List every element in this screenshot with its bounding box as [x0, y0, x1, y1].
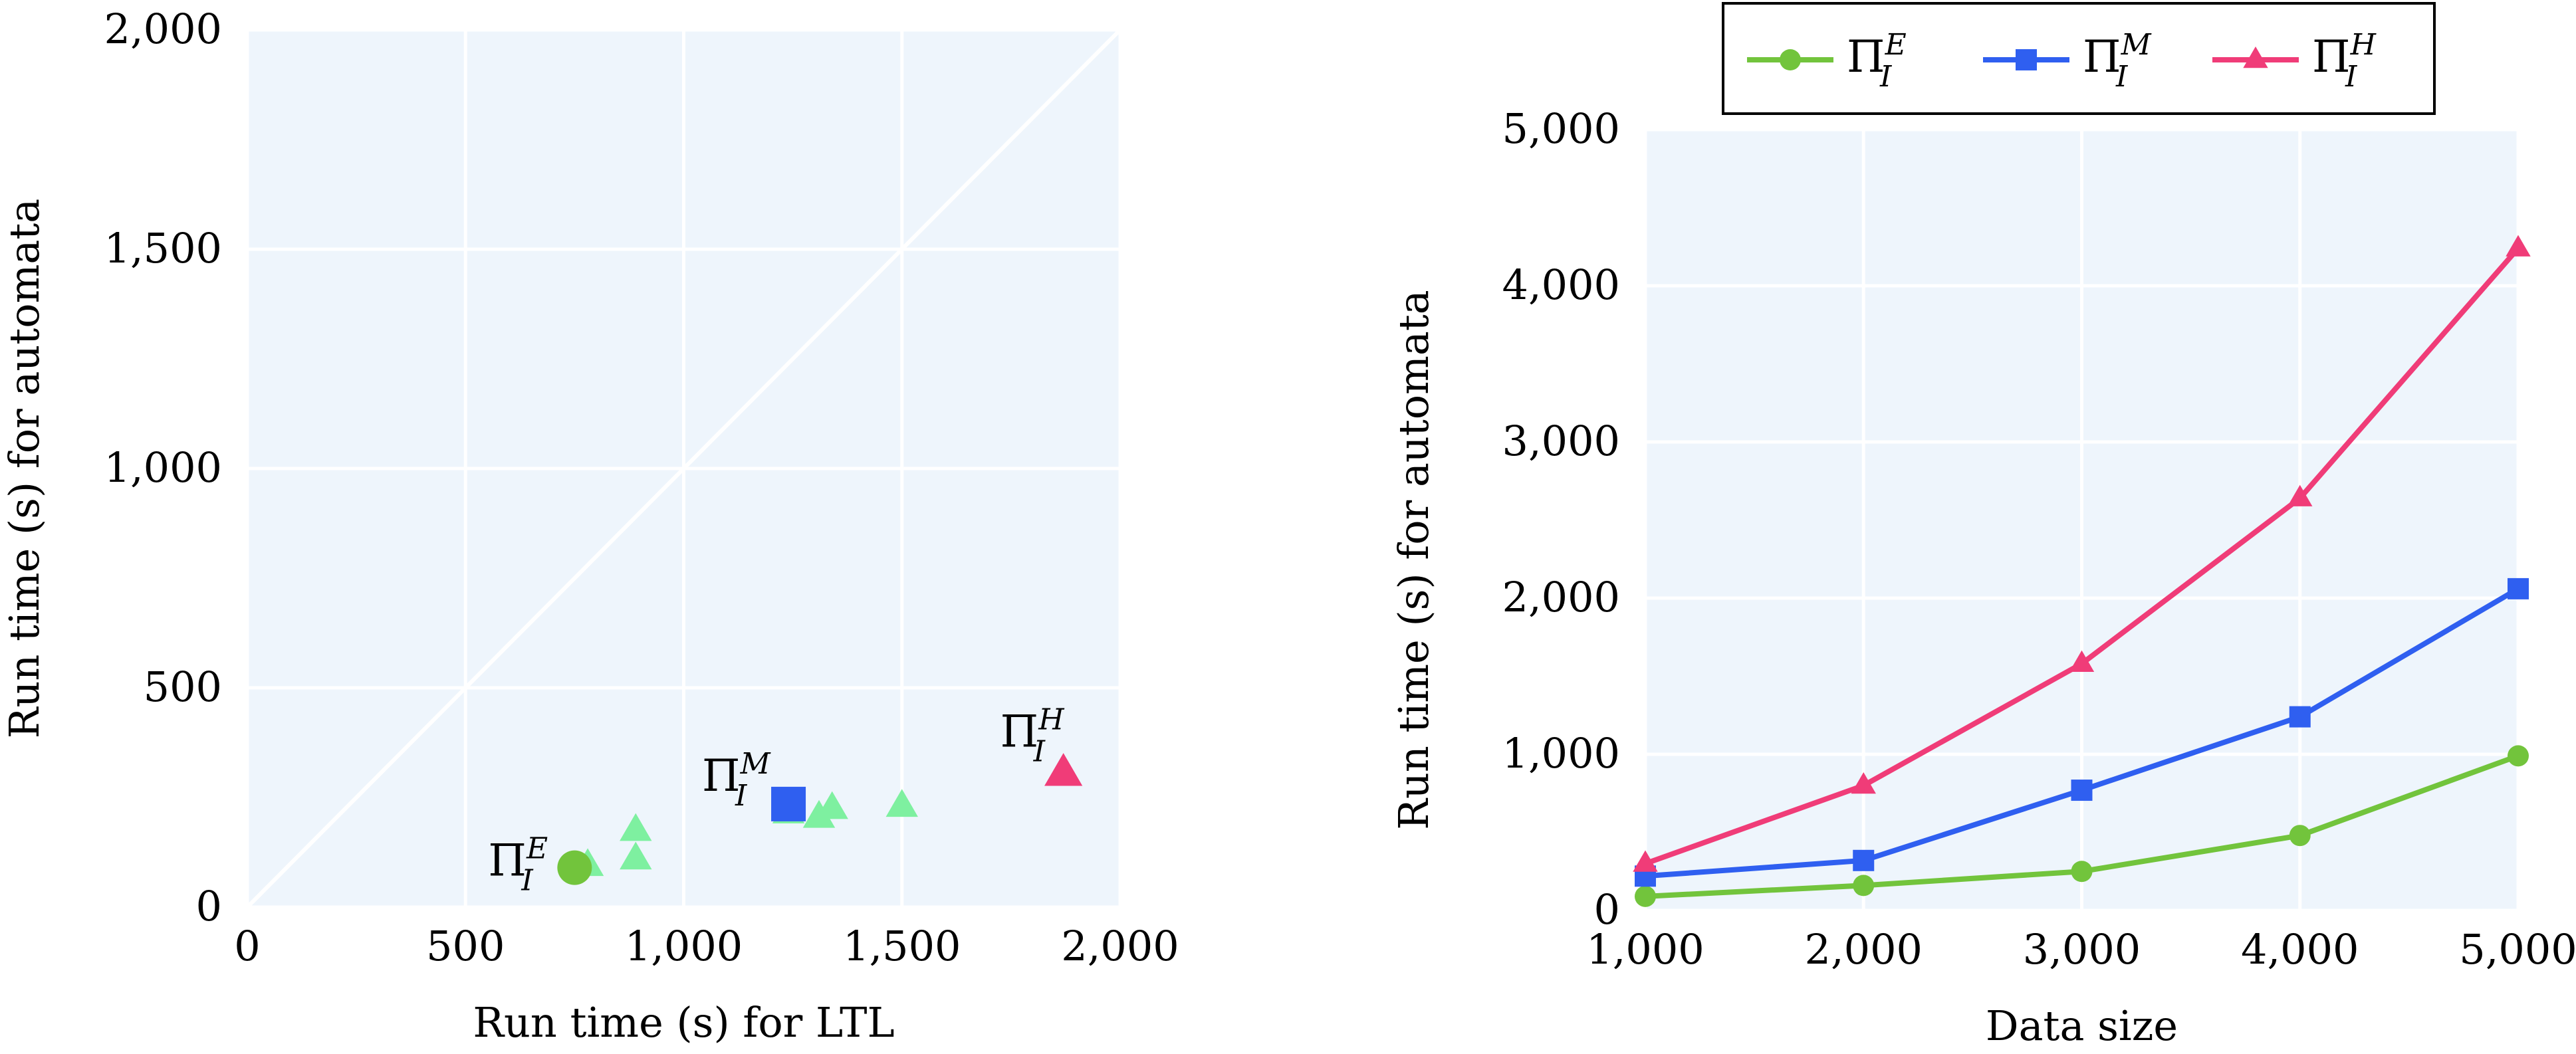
left-highlight-point-m: [771, 786, 806, 821]
left-y-axis-label: Run time (s) for automata: [0, 199, 49, 738]
series-point-e: [2508, 745, 2529, 767]
right-x-ticks: 1,000 2,000 3,000 4,000 5,000: [1586, 925, 2576, 974]
series-point-h: [1633, 850, 1658, 872]
right-legend: ΠE I ΠM I ΠH I: [1722, 2, 2436, 115]
legend-label-h: ΠH I: [2312, 28, 2377, 94]
right-series: [1633, 235, 2531, 907]
left-x-tick-label: 500: [426, 922, 505, 970]
left-scatter-chart: 0 500 1,000 1,500 2,000 05001,0001,5002,000 …: [0, 5, 1179, 1047]
legend-label-m: ΠM I: [2083, 28, 2152, 94]
right-x-tick-label: 3,000: [2023, 925, 2141, 974]
legend-marker-h: [2243, 46, 2268, 68]
series-point-m: [1853, 849, 1875, 871]
left-point-label-m: ΠM I: [702, 747, 771, 813]
left-x-tick-label: 1,000: [625, 922, 743, 970]
left-x-tick-label: 0: [234, 922, 260, 970]
right-y-tick-label: 0: [1594, 885, 1620, 934]
right-x-tick-label: 5,000: [2459, 925, 2576, 974]
left-y-tick-label: 1,500: [104, 224, 223, 272]
left-points: [557, 753, 1083, 885]
right-y-tick-label: 4,000: [1502, 261, 1621, 309]
series-point-h: [2069, 650, 2095, 672]
left-data-point: [620, 813, 652, 841]
left-data-point: [885, 789, 918, 817]
left-data-point: [816, 791, 848, 819]
left-y-ticks: 0 500 1,000 1,500 2,000: [104, 5, 223, 930]
left-point-label-e: ΠE I: [488, 832, 548, 898]
series-point-m: [2289, 706, 2311, 728]
right-y-tick-label: 2,000: [1502, 573, 1621, 621]
left-annotations: ΠE I ΠM I ΠH I: [488, 703, 1065, 898]
series-point-e: [2071, 861, 2093, 883]
legend-marker-m: [2016, 49, 2037, 70]
right-y-tick-label: 5,000: [1502, 104, 1621, 153]
series-point-m: [2508, 578, 2529, 599]
left-y-tick-label: 2,000: [104, 5, 223, 53]
left-data-point: [620, 841, 652, 870]
series-point-e: [1635, 885, 1656, 907]
right-x-tick-label: 4,000: [2241, 925, 2359, 974]
legend-marker-e: [1780, 49, 1801, 70]
series-point-e: [1853, 875, 1875, 896]
series-point-h: [1851, 772, 1876, 794]
left-x-tick-label: 1,500: [843, 922, 961, 970]
left-highlight-point-e: [557, 850, 592, 885]
series-point-h: [2506, 235, 2531, 257]
right-grid: [1643, 128, 2520, 912]
left-y-tick-label: 1,000: [104, 443, 223, 492]
left-x-tick-label: 2,000: [1061, 922, 1179, 970]
series-point-m: [2071, 780, 2093, 801]
right-y-ticks: 0 1,000 2,000 3,000 4,000 5,000: [1502, 104, 1621, 934]
right-y-axis-label: Run time (s) for automata: [1389, 290, 1438, 829]
right-x-tick-label: 2,000: [1805, 925, 1923, 974]
left-x-axis-label: Run time (s) for LTL: [473, 998, 894, 1047]
left-y-tick-label: 500: [144, 663, 222, 711]
left-point-label-h: ΠH I: [1000, 703, 1066, 769]
right-y-tick-label: 1,000: [1502, 729, 1621, 778]
series-point-h: [2287, 484, 2313, 506]
right-x-tick-label: 1,000: [1586, 925, 1704, 974]
left-y-tick-label: 0: [196, 882, 222, 930]
right-x-axis-label: Data size: [1986, 1001, 2178, 1050]
legend-box: [1722, 2, 2436, 115]
right-line-chart: 1,000 2,000 3,000 4,000 5,000 01,0002,0003,0…: [1389, 2, 2576, 1050]
left-diagonal-line: [245, 28, 1122, 909]
left-highlight-point-h: [1044, 753, 1083, 786]
right-y-tick-label: 3,000: [1502, 417, 1621, 465]
series-point-e: [2289, 825, 2311, 847]
legend-label-e: ΠE I: [1847, 28, 1907, 94]
left-x-ticks: 0 500 1,000 1,500 2,000: [234, 922, 1179, 970]
